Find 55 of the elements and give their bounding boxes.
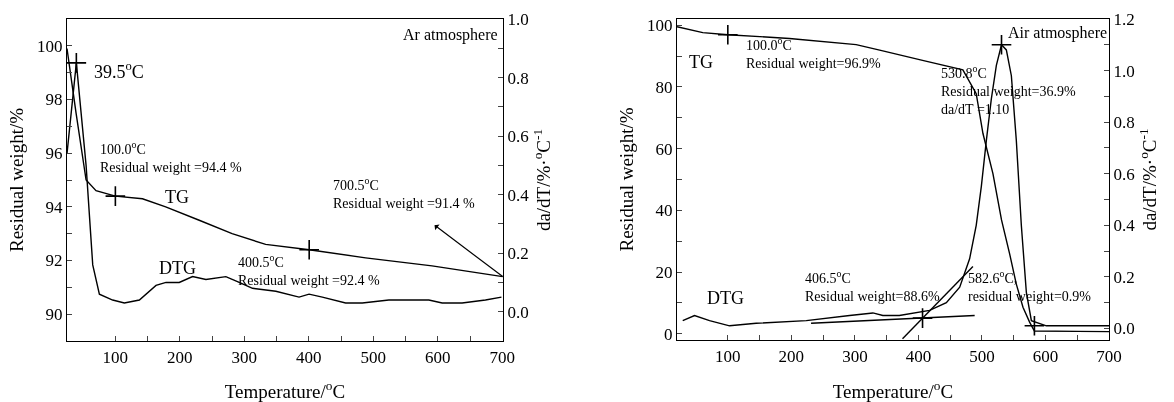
- y-tick-label: 100: [646, 16, 673, 36]
- x-axis-title: Temperature/$^{o}$C: [224, 378, 346, 402]
- y-tick-label: 60: [655, 139, 673, 159]
- x-tick-label: 300: [231, 347, 258, 367]
- series-label: DTG: [707, 288, 744, 308]
- y-tick-label: 40: [655, 201, 673, 221]
- annotation: 39.5$^{o}$C: [94, 59, 144, 82]
- y-tick-label: 80: [655, 77, 673, 97]
- y2-tick-label: 0.8: [507, 68, 529, 88]
- x-tick-label: 200: [167, 347, 193, 367]
- x-tick-label: 600: [1032, 346, 1059, 366]
- y2-tick-label: 0.0: [1113, 319, 1135, 339]
- y-tick-label: 90: [45, 305, 63, 325]
- y-tick-label: 96: [45, 144, 63, 164]
- y2-tick-label: 0.6: [507, 127, 529, 147]
- y2-tick-label: 0.0: [507, 302, 529, 322]
- annotation: 400.5$^{o}$C Residual weight =92.4 %: [238, 252, 380, 289]
- y2-tick-label: 0.2: [1113, 267, 1135, 287]
- y2-tick-label: 1.0: [1113, 61, 1135, 81]
- x-tick-label: 700: [1096, 346, 1122, 366]
- annotation: 100.0$^{o}$C Residual weight =94.4 %: [100, 139, 242, 176]
- x-tick-label: 400: [296, 347, 322, 367]
- y-tick-label: 94: [45, 197, 63, 217]
- x-tick-label: 500: [360, 347, 387, 367]
- series-label: TG: [689, 52, 713, 72]
- x-tick-label: 600: [425, 347, 451, 367]
- x-tick-label: 400: [905, 346, 932, 366]
- y2-tick-label: 0.4: [507, 185, 530, 205]
- y2-tick-label: 0.2: [507, 244, 529, 264]
- y-tick-label: 92: [45, 251, 63, 271]
- series-label: TG: [165, 187, 189, 207]
- annotation: Ar atmosphere: [403, 26, 498, 44]
- annotation: Air atmosphere: [1008, 24, 1108, 42]
- y-tick-label: 0: [663, 324, 673, 344]
- y-axis-title: Residual weight/%: [5, 107, 27, 253]
- y2-tick-label: 0.6: [1113, 164, 1135, 184]
- y-tick-label: 98: [45, 90, 63, 110]
- y2-tick-label: 1.2: [1113, 9, 1135, 29]
- y2-tick-label: 1.0: [507, 9, 529, 29]
- y2-tick-label: 0.8: [1113, 113, 1135, 133]
- x-tick-label: 700: [489, 347, 516, 367]
- annotation: 406.5$^{o}$C Residual weight=88.6%: [805, 268, 940, 305]
- y-tick-label: 20: [655, 263, 673, 283]
- x-tick-label: 100: [102, 347, 129, 367]
- x-tick-label: 200: [778, 346, 805, 366]
- series-label: DTG: [159, 258, 196, 278]
- annotation: 700.5$^{o}$C Residual weight =91.4 %: [333, 175, 475, 212]
- x-tick-label: 300: [842, 346, 868, 366]
- x-axis-title: Temperature/$^{o}$C: [832, 378, 954, 402]
- y-tick-label: 100: [36, 36, 63, 56]
- x-tick-label: 500: [969, 346, 995, 366]
- y2-tick-label: 0.4: [1113, 216, 1136, 236]
- annotation: 100.0$^{o}$C Residual weight=96.9%: [746, 35, 881, 72]
- x-tick-label: 100: [715, 346, 741, 366]
- y-axis-title: Residual weight/%: [615, 107, 637, 252]
